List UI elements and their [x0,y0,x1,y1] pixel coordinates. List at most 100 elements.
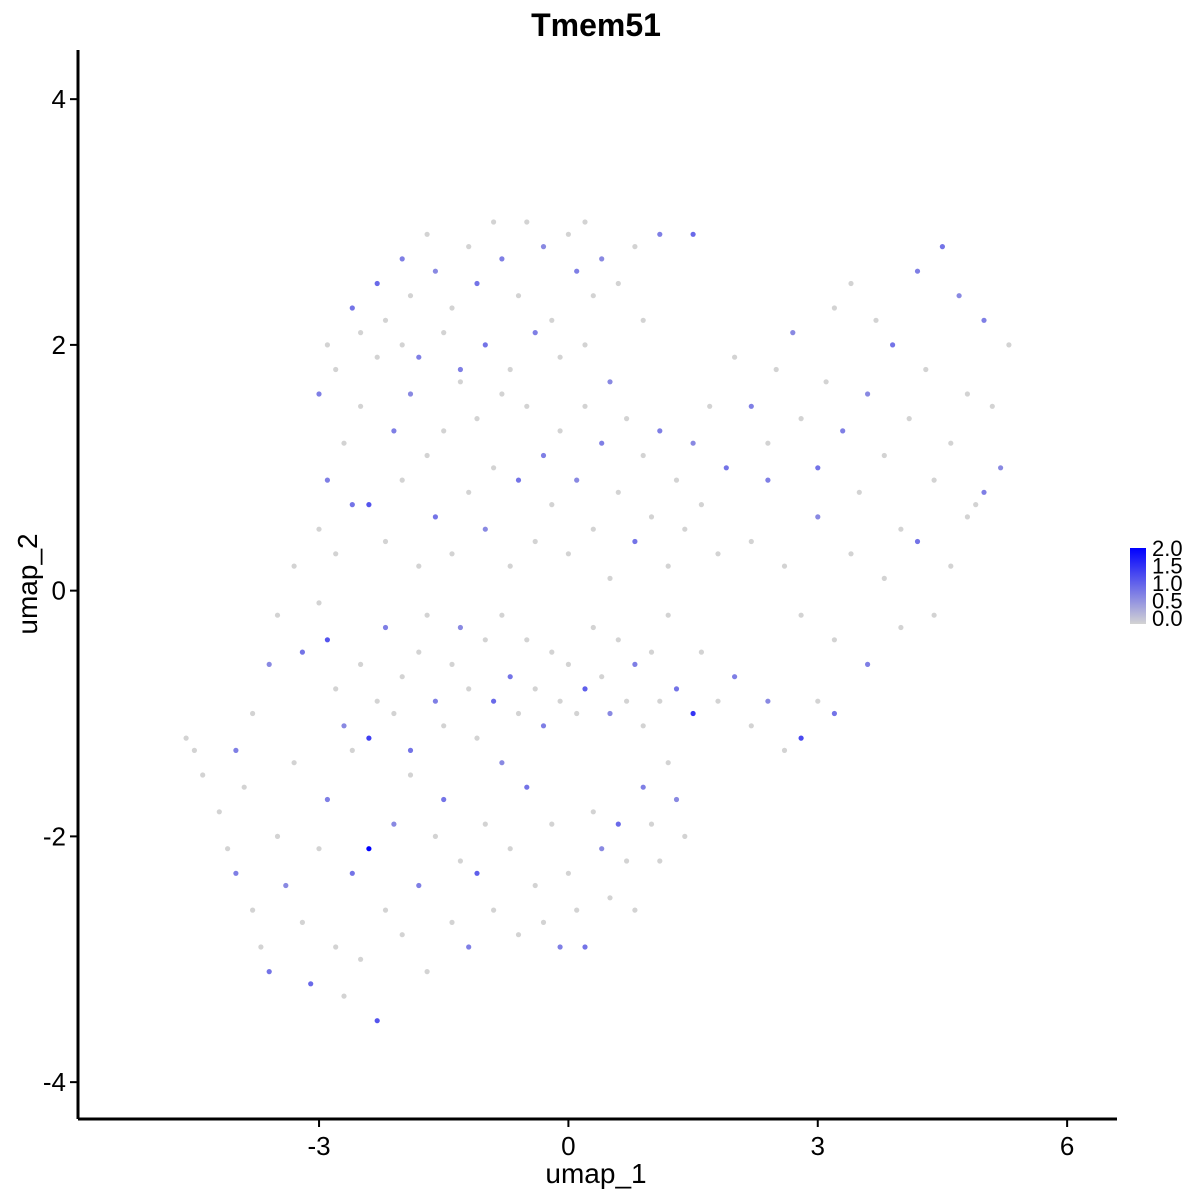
data-point [299,919,305,926]
data-point [773,366,779,373]
data-point [632,244,638,250]
data-point [407,747,414,754]
data-point [432,833,438,840]
data-point [316,846,322,852]
data-point [466,489,472,495]
data-point [798,612,804,618]
data-point [432,268,438,274]
data-point [341,993,347,999]
data-point [391,428,397,434]
data-point [981,489,987,495]
data-point [590,293,596,299]
data-point [441,796,447,803]
data-point [382,538,389,545]
x-tick-label: 0 [561,1131,575,1161]
data-point [790,330,796,336]
data-point [615,821,621,827]
data-point [865,661,871,668]
data-point [507,366,513,373]
data-point [823,379,829,385]
data-point [474,416,480,422]
data-point [549,821,555,827]
data-point [407,772,414,778]
data-point [532,538,538,545]
data-point [574,268,580,274]
data-point [923,366,929,373]
data-point [225,846,231,852]
data-point [466,686,472,692]
data-point [690,440,696,446]
data-point [881,575,887,582]
data-point [873,317,879,323]
data-point [590,526,596,532]
data-point [507,846,513,852]
data-point [507,563,513,569]
data-point [183,735,189,741]
data-point [549,649,555,655]
data-point [914,538,921,545]
data-point [615,637,621,643]
data-point [524,784,530,790]
data-point [424,969,430,975]
data-point [374,280,380,287]
data-point [515,477,522,483]
data-point [898,526,904,532]
data-point [482,342,488,348]
data-point [624,698,630,704]
data-point [474,280,480,287]
data-point [466,244,472,250]
data-point [582,403,588,409]
data-point [499,256,505,262]
data-point [673,686,680,692]
data-point [657,698,663,704]
data-point [998,465,1004,471]
data-point [624,416,630,422]
data-point [690,710,696,717]
data-point [524,219,530,225]
x-tick-label: -3 [307,1131,330,1161]
data-point [798,416,804,422]
data-point [515,932,522,938]
data-point [599,256,605,262]
data-point [283,882,289,889]
data-point [382,624,389,631]
data-point [391,821,397,827]
data-point [565,870,572,876]
data-point [366,502,372,508]
y-axis-title: umap_2 [12,533,43,634]
y-axis-ticks: -4 -2 0 2 4 [43,84,78,1097]
data-point [299,649,305,655]
data-point [599,846,605,852]
color-legend: 2.01.51.00.50.0 [1130,536,1183,631]
data-point [391,710,397,717]
data-point [956,293,962,299]
data-point [906,416,912,422]
data-point [765,477,771,483]
data-point [590,809,596,815]
data-point [532,330,538,336]
points-layer [183,219,1012,1024]
data-point [607,895,613,901]
data-point [840,428,846,434]
data-point [781,747,788,754]
data-point [640,317,646,323]
data-point [607,710,613,717]
data-point [241,784,247,790]
color-legend-bar [1130,548,1146,624]
data-point [698,502,705,508]
data-point [399,932,405,938]
data-point [358,330,364,336]
data-point [266,969,272,975]
data-point [707,403,713,409]
data-point [416,882,422,889]
data-point [981,317,987,323]
data-point [316,526,322,532]
data-point [748,538,754,545]
data-point [341,723,347,729]
data-point [557,944,563,950]
y-tick-label: -2 [43,821,66,851]
data-point [715,551,721,557]
data-point [333,551,339,557]
data-point [449,551,455,557]
data-point [798,735,804,741]
